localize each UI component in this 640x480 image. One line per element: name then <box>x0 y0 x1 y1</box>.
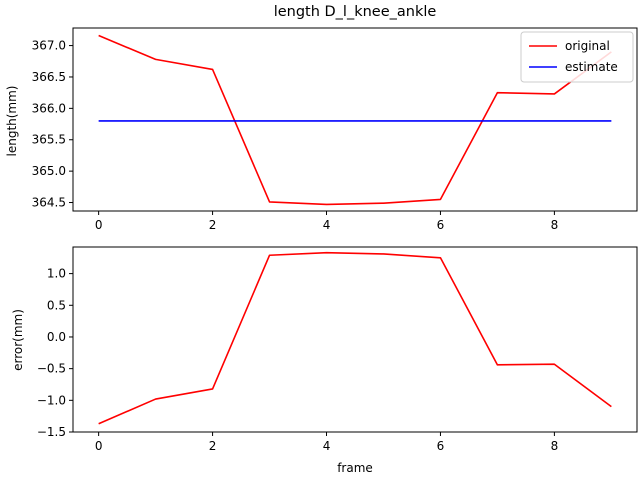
y-tick-label: 366.0 <box>32 101 66 115</box>
x-tick-label: 6 <box>437 218 445 232</box>
y-tick-label: 1.0 <box>47 267 66 281</box>
y-tick-label: −0.5 <box>37 362 66 376</box>
y-tick-label: −1.5 <box>37 425 66 439</box>
x-tick-label: 6 <box>437 439 445 453</box>
length-chart: length D_l_knee_ankle length(mm) 0 2 4 6 8 36… <box>5 4 638 232</box>
x-axis-label: frame <box>337 461 373 475</box>
legend-label-estimate: estimate <box>565 60 618 74</box>
x-tick-label: 2 <box>209 439 217 453</box>
plot-frame <box>72 246 638 433</box>
series-line-series-0 <box>98 251 612 425</box>
legend: original estimate <box>520 31 634 83</box>
chart-title: length D_l_knee_ankle <box>274 4 437 20</box>
y-tick-label: 0.0 <box>47 330 66 344</box>
y-tick-label: 0.5 <box>47 298 66 312</box>
x-tick-label: 8 <box>551 439 559 453</box>
x-tick-label: 0 <box>95 218 103 232</box>
y-tick-label: 366.5 <box>32 70 66 84</box>
legend-label-original: original <box>565 39 610 53</box>
legend-box <box>520 31 634 83</box>
y-tick-label: 365.5 <box>32 133 66 147</box>
x-tick-label: 4 <box>323 439 331 453</box>
y-tick-label: −1.0 <box>37 393 66 407</box>
y-axis-label: length(mm) <box>5 86 19 157</box>
y-tick-label: 364.5 <box>32 196 66 210</box>
x-tick-label: 0 <box>95 439 103 453</box>
x-tick-label: 8 <box>551 218 559 232</box>
x-tick-label: 2 <box>209 218 217 232</box>
y-tick-label: 365.0 <box>32 164 66 178</box>
y-axis-label: error(mm) <box>11 309 25 371</box>
y-tick-label: 367.0 <box>32 39 66 53</box>
error-chart: error(mm) frame 0 2 4 6 8 −1.5 −1.0 −0.5 0.0 0.5 1… <box>11 246 638 475</box>
series-line-original <box>98 34 612 206</box>
plot-frame <box>72 27 638 212</box>
x-tick-label: 4 <box>323 218 331 232</box>
